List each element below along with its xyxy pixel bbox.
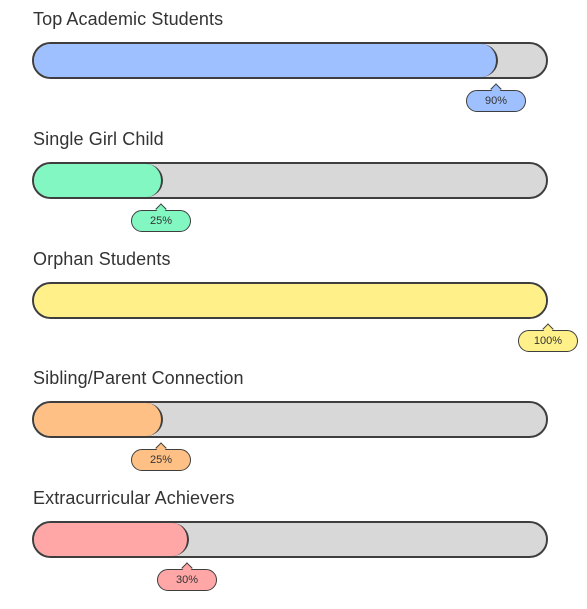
bar-fill — [34, 164, 163, 197]
badge-pointer — [542, 323, 554, 335]
value-label: 30% — [175, 574, 199, 586]
bar-label: Single Girl Child — [33, 129, 164, 149]
bar-row: Single Girl Child 25% — [0, 129, 587, 239]
value-label: 100% — [533, 335, 563, 347]
bar-label: Orphan Students — [33, 249, 171, 269]
bar-fill — [34, 44, 498, 77]
badge-pointer — [155, 203, 167, 215]
bar-track — [32, 42, 548, 79]
bar-fill — [34, 403, 163, 436]
bar-fill — [34, 284, 546, 317]
bar-row: Extracurricular Achievers 30% — [0, 488, 587, 598]
value-badge: 90% — [466, 83, 526, 112]
value-badge: 30% — [157, 562, 217, 591]
bar-row: Sibling/Parent Connection 25% — [0, 368, 587, 478]
bar-label: Sibling/Parent Connection — [33, 368, 244, 388]
bar-fill — [34, 523, 189, 556]
value-badge: 25% — [131, 203, 191, 232]
value-label: 90% — [484, 95, 508, 107]
bar-label: Extracurricular Achievers — [33, 488, 235, 508]
bar-track — [32, 521, 548, 558]
badge-pointer — [181, 562, 193, 574]
badge-pointer — [490, 83, 502, 95]
bar-track — [32, 282, 548, 319]
value-badge: 25% — [131, 442, 191, 471]
bar-row: Orphan Students 100% — [0, 249, 587, 359]
value-badge: 100% — [518, 323, 578, 352]
bar-track — [32, 162, 548, 199]
value-label: 25% — [149, 454, 173, 466]
badge-pointer — [155, 442, 167, 454]
bar-row: Top Academic Students 90% — [0, 9, 587, 119]
value-label: 25% — [149, 215, 173, 227]
bar-label: Top Academic Students — [33, 9, 224, 29]
bar-track — [32, 401, 548, 438]
